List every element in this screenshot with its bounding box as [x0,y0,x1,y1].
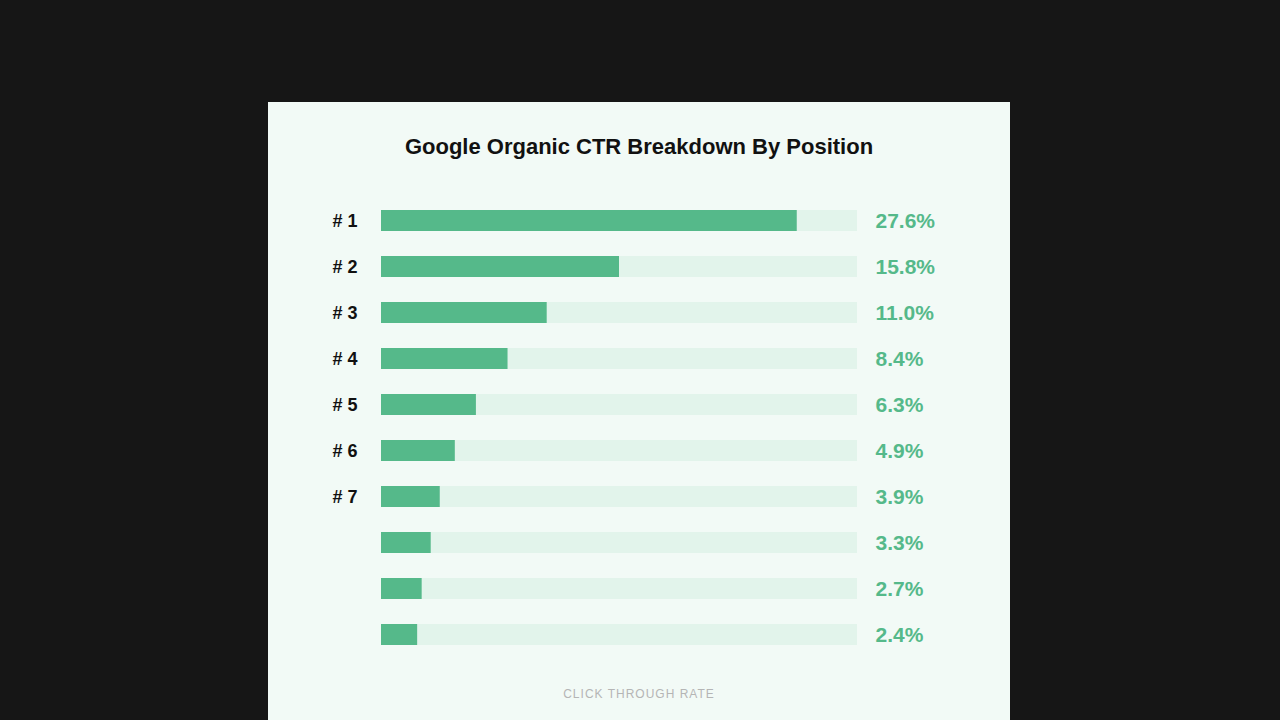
svg-text:15.8%: 15.8% [876,255,936,278]
html-text:CLICK THROUGH RATE: CLICK THROUGH RATE [563,687,715,701]
svg-text:3.3%: 3.3% [876,531,924,554]
svg-text:# 3: # 3 [332,303,357,323]
svg-text:# 6: # 6 [332,441,357,461]
svg-text:4.9%: 4.9% [876,439,924,462]
svg-text:# 1: # 1 [332,211,357,231]
svg-text:# 7: # 7 [332,487,357,507]
svg-text:# 4: # 4 [332,349,357,369]
svg-text:# 2: # 2 [332,257,357,277]
html-text:Google Organic CTR Breakdown B: Google Organic CTR Breakdown By Position [404,134,874,159]
svg-text:8.4%: 8.4% [876,347,924,370]
svg-text:2.7%: 2.7% [876,577,924,600]
svg-text:2.4%: 2.4% [876,623,924,646]
svg-text:# 5: # 5 [332,395,357,415]
svg-text:27.6%: 27.6% [876,209,936,232]
svg-text:6.3%: 6.3% [876,393,924,416]
svg-text:11.0%: 11.0% [876,301,935,324]
svg-text:3.9%: 3.9% [876,485,924,508]
